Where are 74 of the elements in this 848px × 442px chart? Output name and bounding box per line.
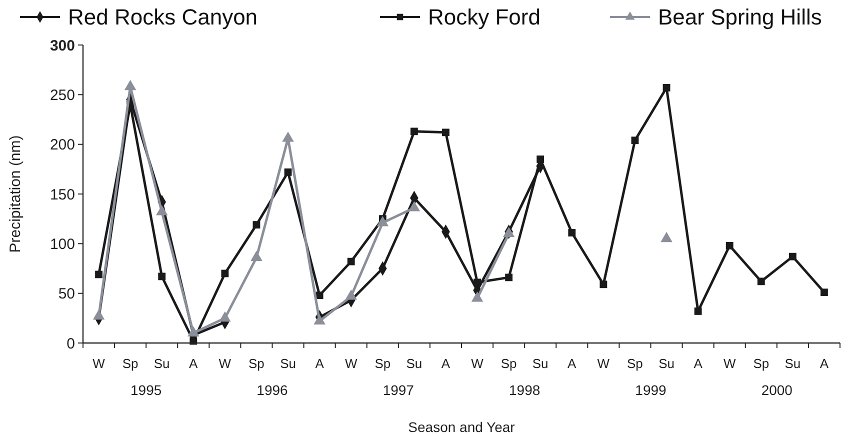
point (314, 314, 326, 325)
legend-label: Rocky Ford (428, 4, 540, 30)
x-tick-label: Sp (248, 356, 264, 371)
point (408, 201, 420, 212)
x-tick-label: Sp (753, 356, 770, 371)
x-tick-label: Su (280, 356, 296, 371)
point (757, 278, 765, 286)
point (600, 280, 608, 288)
point (471, 292, 484, 302)
point (660, 232, 672, 242)
x-tick-label: A (315, 356, 324, 371)
x-tick-label: W (723, 356, 736, 371)
point (474, 278, 481, 286)
x-tick-label: A (568, 356, 577, 371)
x-tick-label: W (471, 356, 484, 371)
point (316, 292, 324, 300)
point (158, 272, 166, 280)
x-tick-label: W (92, 356, 106, 371)
x-tick-label: A (441, 356, 450, 371)
x-tick-label: A (820, 356, 829, 371)
x-tick-label: A (189, 356, 198, 371)
x-tick-label: W (344, 356, 358, 371)
point (156, 205, 168, 216)
point (536, 156, 544, 163)
point (221, 270, 229, 278)
point (568, 229, 576, 236)
point (219, 311, 231, 322)
point (345, 290, 357, 300)
point (505, 274, 513, 282)
x-tick-label: Su (532, 356, 548, 371)
x-tick-label: Su (784, 356, 801, 371)
point (250, 250, 262, 261)
legend-label: Red Rocks Canyon (68, 4, 258, 30)
point (410, 128, 418, 136)
point (347, 258, 355, 266)
point (284, 168, 292, 176)
x-tick-label: W (218, 356, 232, 371)
point (188, 326, 200, 336)
y-tick-label: 0 (66, 335, 75, 352)
text: 1996 (256, 382, 288, 398)
text: 1997 (382, 382, 414, 398)
text: 1995 (130, 382, 162, 398)
point (726, 242, 734, 250)
x-tick-label: Su (154, 356, 170, 371)
point (631, 136, 639, 144)
x-tick-label: Sp (374, 356, 391, 371)
y-tick-label: 200 (50, 136, 75, 154)
y-tick-label: 300 (50, 37, 75, 54)
point (92, 309, 105, 320)
x-tick-label: Sp (500, 356, 517, 371)
text: 1998 (509, 382, 540, 398)
x-tick-label: Su (658, 356, 674, 371)
y-tick-label: 250 (50, 86, 75, 104)
legend-label: Bear Spring Hills (658, 4, 822, 30)
point (95, 270, 102, 278)
y-tick-label: 100 (50, 236, 75, 253)
y-tick-label: 150 (50, 186, 75, 204)
point (694, 308, 702, 315)
x-tick-label: A (694, 356, 703, 371)
point (662, 84, 670, 92)
text: 1999 (635, 382, 667, 398)
x-tick-label: Su (406, 356, 422, 371)
point (820, 288, 828, 296)
x-axis-title: Season and Year (408, 419, 516, 435)
point (252, 221, 260, 228)
x-tick-label: Sp (627, 356, 643, 371)
point (788, 252, 796, 260)
x-tick-label: Sp (122, 356, 138, 371)
y-axis-title: Precipitation (nm) (7, 135, 24, 253)
point (442, 128, 450, 136)
text: 2000 (761, 382, 793, 398)
y-tick-label: 50 (58, 286, 75, 303)
x-tick-label: W (597, 356, 610, 371)
point (376, 216, 389, 226)
